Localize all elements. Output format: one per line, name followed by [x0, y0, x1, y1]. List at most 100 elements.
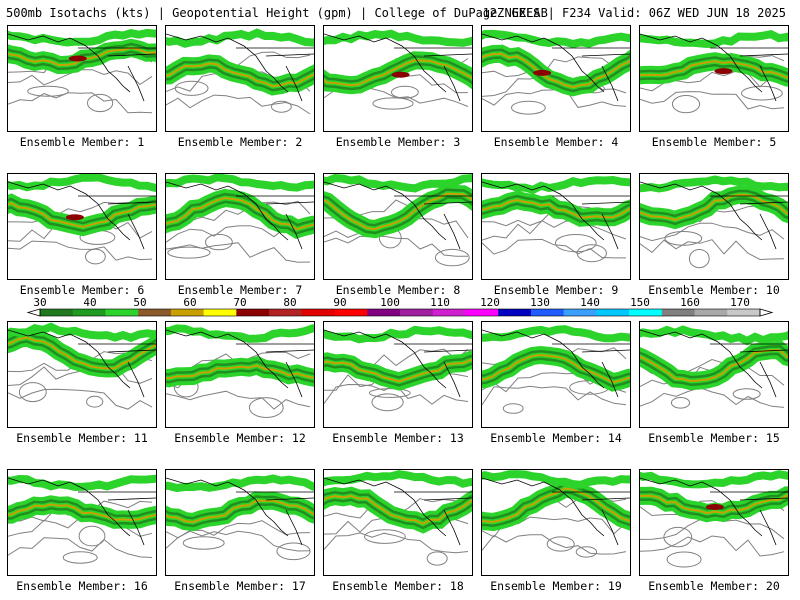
jet-band-core-line — [166, 499, 314, 524]
coastline-borders — [324, 33, 472, 102]
height-contour — [8, 92, 153, 114]
ensemble-member-label: Ensemble Member: 4 — [493, 135, 619, 149]
colorbar-tick-label: 60 — [183, 296, 196, 309]
ensemble-member-label: Ensemble Member: 9 — [493, 283, 619, 297]
colorbar-segment — [400, 309, 434, 316]
jet-band-secondary — [166, 174, 314, 192]
height-contour-closed — [62, 551, 98, 564]
panel-map — [482, 325, 630, 414]
coastline-borders — [640, 477, 788, 546]
coastline-borders — [640, 33, 788, 102]
panel-map — [482, 29, 630, 115]
coastline-borders — [166, 477, 314, 546]
ensemble-member-label: Ensemble Member: 1 — [19, 135, 145, 149]
jet-band-core-line — [8, 202, 156, 229]
colorbar-segment — [498, 309, 532, 316]
height-contour-closed — [371, 393, 404, 412]
ensemble-member-label: Ensemble Member: 16 — [16, 579, 148, 593]
coastline-borders — [324, 477, 472, 546]
colorbar-segment — [694, 309, 728, 316]
colorbar-segment — [334, 309, 368, 316]
ensemble-panel — [323, 25, 473, 132]
colorbar-tick-label: 160 — [680, 296, 700, 309]
ensemble-panel — [639, 321, 789, 428]
panel-map — [640, 325, 788, 409]
height-contour — [8, 69, 153, 86]
ensemble-panel — [481, 321, 631, 428]
coastline-borders — [8, 329, 156, 398]
jet-band-secondary — [8, 474, 156, 492]
panel-map — [640, 30, 788, 114]
colorbar-tick-label: 100 — [380, 296, 400, 309]
ensemble-member-label: Ensemble Member: 7 — [177, 283, 303, 297]
colorbar-segment — [563, 309, 597, 316]
height-contour-closed — [85, 248, 106, 265]
colorbar-segment — [432, 309, 466, 316]
jet-band-secondary — [166, 324, 314, 343]
jet-band-core-line — [324, 59, 472, 87]
jet-band-core-line — [482, 52, 630, 89]
colorbar-tick-label: 150 — [630, 296, 650, 309]
jet-band-core-line — [324, 192, 472, 231]
ensemble-panel — [323, 469, 473, 576]
height-contour — [482, 56, 627, 78]
jet-band-secondary — [166, 28, 314, 48]
coastline-borders — [482, 477, 630, 546]
height-contour — [640, 239, 785, 261]
jet-band-core-line — [8, 336, 156, 370]
jet-band-core-line — [482, 353, 630, 384]
height-contour-closed — [664, 231, 703, 246]
height-contour — [8, 201, 153, 223]
colorbar-tick-label: 30 — [33, 296, 46, 309]
jet-band-secondary — [324, 325, 472, 344]
height-contour-closed — [167, 246, 211, 259]
colorbar-tick-label: 40 — [83, 296, 96, 309]
panel-map — [8, 28, 156, 114]
colorbar-segment — [105, 309, 139, 316]
ensemble-panel — [639, 469, 789, 576]
height-contour-closed — [741, 85, 783, 101]
ensemble-panel — [7, 469, 157, 576]
colorbar-segment — [629, 309, 663, 316]
map-title: 500mb Isotachs (kts) | Geopotential Heig… — [6, 6, 548, 20]
coastline-borders — [8, 477, 156, 546]
ensemble-panel — [481, 173, 631, 280]
coastline-borders — [8, 181, 156, 250]
ensemble-panel — [7, 173, 157, 280]
jet-band-core-line — [640, 60, 788, 79]
height-contour-closed — [372, 97, 414, 110]
colorbar-outline — [39, 308, 761, 317]
colorbar-segment — [236, 309, 270, 316]
height-contour-closed — [670, 397, 691, 409]
isotach-colorbar: 30 40 50 60 70 80 90 100 110 120 130 140 150 160 170 — [0, 296, 800, 320]
colorbar-tick-label: 170 — [730, 296, 750, 309]
height-contour-closed — [671, 95, 701, 114]
ensemble-member-label: Ensemble Member: 2 — [177, 135, 303, 149]
ensemble-member-label: Ensemble Member: 13 — [332, 431, 464, 445]
height-contour-closed — [732, 388, 761, 400]
panel-map — [324, 174, 472, 267]
height-contour — [166, 94, 311, 115]
panel-map — [324, 470, 472, 566]
panel-map — [8, 474, 156, 564]
ensemble-member-label: Ensemble Member: 15 — [648, 431, 780, 445]
colorbar-tick-label: 120 — [480, 296, 500, 309]
ensemble-member-label: Ensemble Member: 18 — [332, 579, 464, 593]
jet-band-secondary — [482, 470, 630, 489]
coastline-borders — [640, 181, 788, 250]
ensemble-panel — [165, 469, 315, 576]
height-contour-closed — [576, 244, 607, 263]
ensemble-member-label: Ensemble Member: 17 — [174, 579, 306, 593]
colorbar-segment — [465, 309, 499, 316]
height-contour — [324, 532, 469, 554]
ensemble-panel — [323, 173, 473, 280]
colorbar-segment — [138, 309, 172, 316]
colorbar-segment — [367, 309, 401, 316]
jet-band-secondary — [324, 29, 472, 47]
coastline-borders — [8, 33, 156, 102]
height-contour — [640, 535, 785, 557]
colorbar-segment — [530, 309, 565, 316]
ensemble-member-label: Ensemble Member: 11 — [16, 431, 148, 445]
height-contour-closed — [27, 85, 69, 97]
ensemble-panel — [165, 173, 315, 280]
